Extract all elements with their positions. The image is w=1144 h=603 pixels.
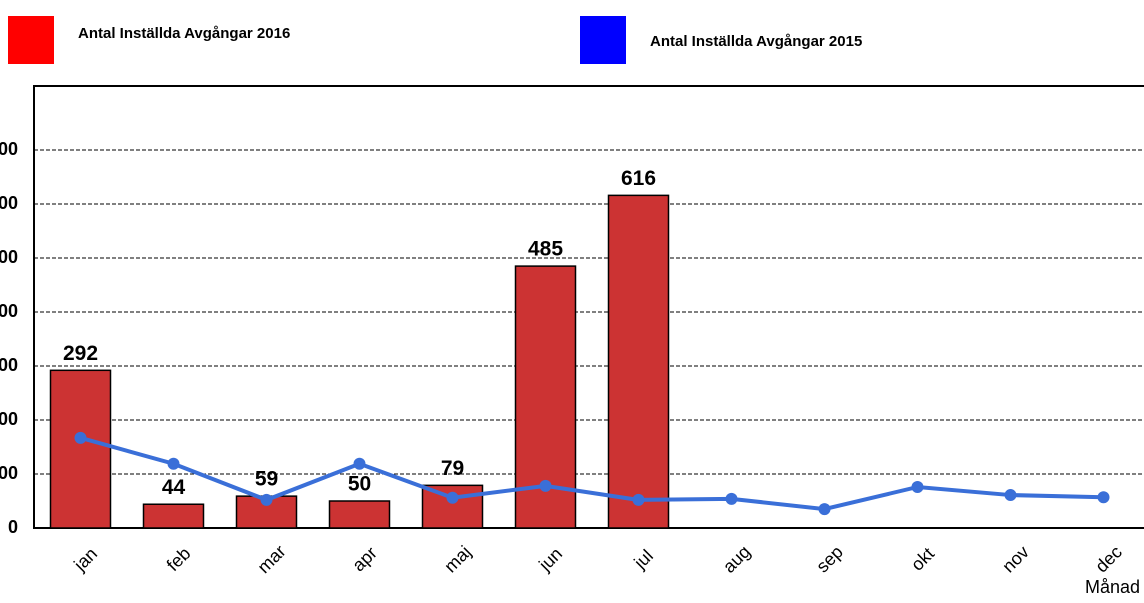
- x-tick-label: mar: [254, 541, 290, 577]
- point: [167, 457, 180, 470]
- data-label: 292: [63, 342, 98, 365]
- point: [1097, 491, 1110, 504]
- x-axis-label: Månad: [1085, 577, 1140, 597]
- x-tick-label: okt: [907, 544, 938, 575]
- x-tick-label: maj: [440, 542, 475, 577]
- legend-label: Antal Inställda Avgångar 2015: [650, 33, 862, 50]
- point: [1004, 489, 1017, 502]
- point: [260, 493, 273, 506]
- x-tick-label: dec: [1091, 542, 1126, 577]
- data-label: 79: [441, 457, 464, 480]
- line: [79, 435, 1104, 512]
- point: [725, 492, 738, 505]
- point: [446, 491, 459, 504]
- bar: [328, 500, 391, 529]
- legend-swatch: [580, 16, 626, 64]
- data-label: 50: [348, 473, 371, 496]
- data-label: 44: [162, 476, 186, 499]
- bar: [607, 194, 670, 529]
- point: [74, 431, 87, 444]
- x-tick-label: sep: [812, 542, 847, 577]
- plot-frame: [33, 85, 1144, 529]
- y-tick-label: 100: [0, 463, 18, 483]
- y-tick-label: 0: [8, 517, 18, 537]
- x-tick-label: jul: [629, 546, 657, 574]
- legend-swatch: [8, 16, 54, 64]
- point: [911, 480, 924, 493]
- y-tick-label: 600: [0, 193, 18, 213]
- legend-label: Antal Inställda Avgångar 2016: [78, 25, 290, 42]
- bar: [142, 503, 205, 529]
- y-tick-label: 700: [0, 139, 18, 159]
- point: [818, 503, 831, 516]
- x-tick-label: aug: [719, 541, 754, 576]
- bar: [49, 369, 112, 529]
- x-tick-label: jan: [69, 544, 101, 576]
- data-label: 616: [621, 167, 656, 190]
- y-tick-label: 400: [0, 301, 18, 321]
- y-tick-label: 200: [0, 409, 18, 429]
- point: [539, 479, 552, 492]
- data-label: 485: [528, 238, 563, 261]
- data-label: 59: [255, 468, 278, 491]
- y-tick-label: 500: [0, 247, 18, 267]
- x-tick-label: apr: [348, 543, 381, 576]
- point: [353, 457, 366, 470]
- x-tick-label: jun: [534, 544, 566, 576]
- y-tick-label: 300: [0, 355, 18, 375]
- x-tick-label: feb: [163, 543, 195, 575]
- point: [632, 493, 645, 506]
- x-tick-label: nov: [998, 542, 1033, 577]
